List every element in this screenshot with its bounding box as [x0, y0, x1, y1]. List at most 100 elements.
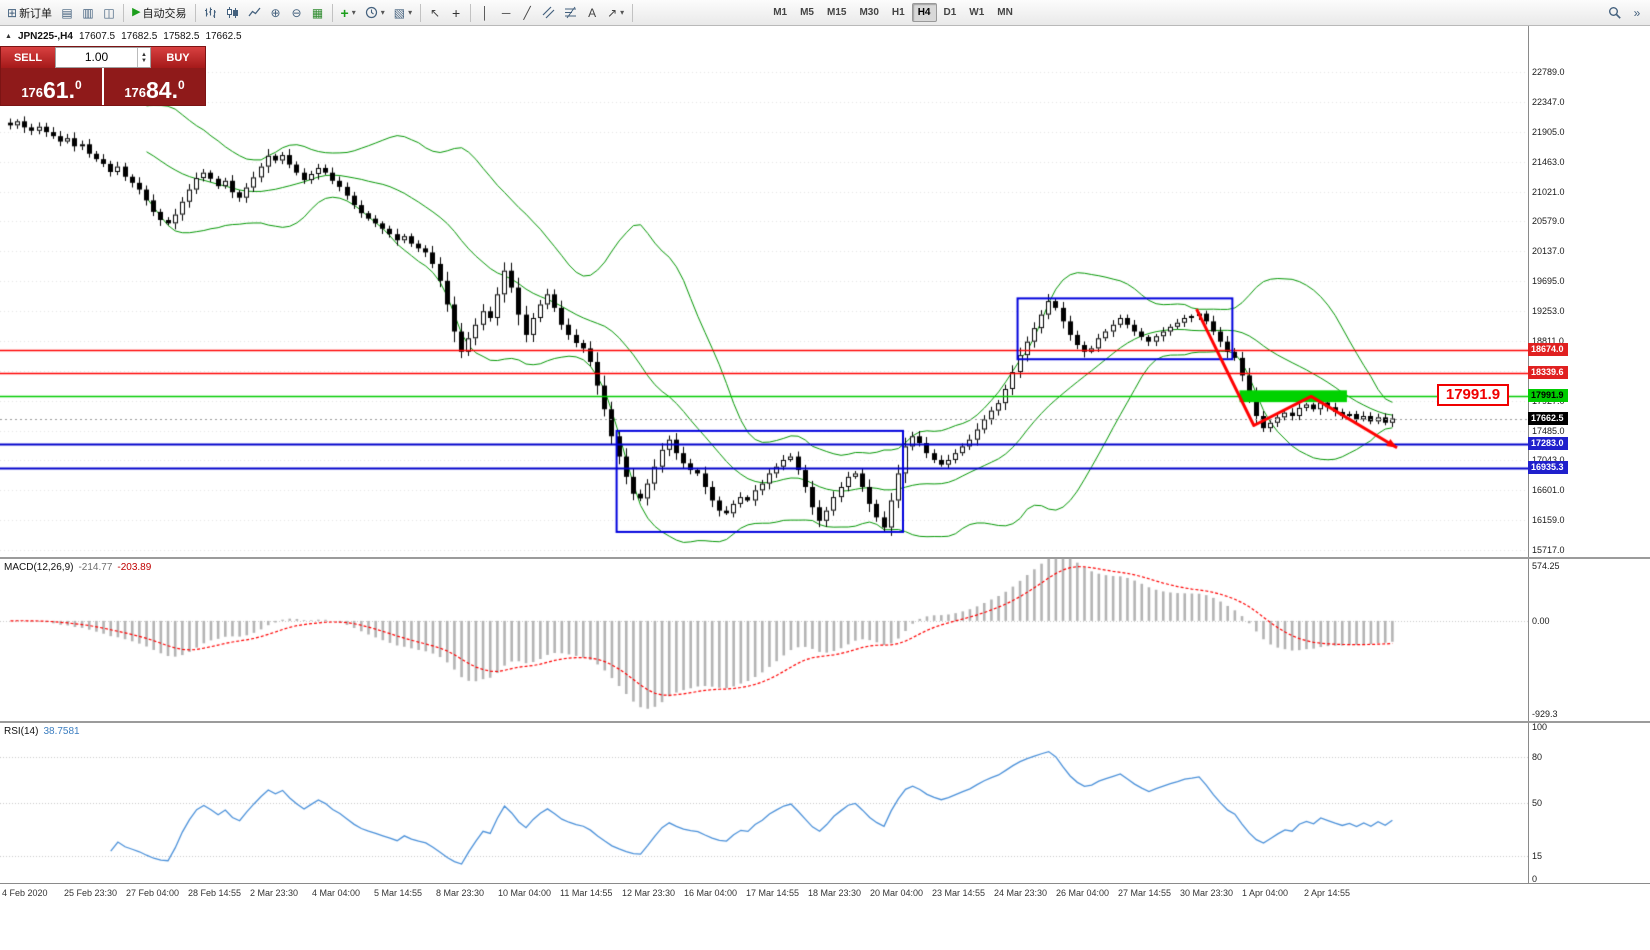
- rsi-panel-canvas[interactable]: [0, 723, 1528, 883]
- autotrade-button[interactable]: ▶ 自动交易: [128, 3, 190, 23]
- trendline-button[interactable]: ╱: [517, 3, 537, 23]
- chevrons-icon: »: [1633, 5, 1641, 20]
- timeframe-h1-button[interactable]: H1: [891, 7, 905, 18]
- price-tick-label: 21905.0: [1532, 126, 1565, 137]
- timeframe-m5-button[interactable]: M5: [800, 7, 814, 18]
- main-toolbar: ⊞ 新订单 ▤ ▥ ◫ ▶ 自动交易 ⊕ ⊖ ▦ + ▾ ▾ ▧ ▾ ↖ + │…: [0, 0, 1650, 26]
- bar-open: 17607.5: [78, 31, 116, 42]
- channel-button[interactable]: [538, 3, 559, 23]
- buy-price-big: 84.: [146, 77, 178, 104]
- cursor-icon: ↖: [430, 5, 441, 20]
- main-chart-canvas[interactable]: [0, 26, 1528, 557]
- macd-indicator-label: MACD(12,26,9) -214.77 -203.89: [4, 562, 151, 573]
- chevron-down-icon: ▾: [620, 8, 625, 17]
- toolbar-separator: [123, 3, 125, 22]
- price-tick-label: 16159.0: [1532, 515, 1565, 526]
- rsi-axis-label: 0: [1532, 874, 1538, 884]
- sell-button[interactable]: SELL: [1, 47, 55, 68]
- time-axis-label: 1 Apr 04:00: [1242, 888, 1289, 898]
- trendline-icon: ╱: [523, 5, 531, 20]
- chart-ohlc-header: ▲ JPN225-,H4 17607.5 17682.5 17582.5 176…: [5, 31, 242, 42]
- timeframe-d1-button[interactable]: D1: [943, 7, 957, 18]
- symbol-marker-icon: ▲: [5, 33, 12, 40]
- vertical-line-button[interactable]: │: [475, 3, 495, 23]
- price-tick-label: 16601.0: [1532, 485, 1565, 496]
- new-order-button[interactable]: ⊞ 新订单: [3, 3, 56, 23]
- toolbar-separator: [632, 3, 634, 22]
- horizontal-line-button[interactable]: ─: [496, 3, 516, 23]
- zoom-in-icon: ⊕: [270, 5, 281, 20]
- line-chart-icon: [248, 7, 261, 17]
- timeframe-m15-button[interactable]: M15: [827, 7, 847, 18]
- new-order-icon: ⊞: [7, 5, 18, 20]
- vertical-line-icon: │: [481, 5, 489, 20]
- panel-separator[interactable]: [0, 721, 1650, 723]
- tile-windows-button[interactable]: ▦: [308, 3, 328, 23]
- toolbar-separator: [194, 3, 196, 22]
- time-axis-label: 18 Mar 23:30: [808, 888, 862, 898]
- timeframe-m1-button[interactable]: M1: [773, 7, 788, 18]
- buy-price-panel[interactable]: 176 84. 0: [104, 68, 205, 105]
- chevron-down-icon: ▾: [351, 8, 356, 17]
- bar-chart-button[interactable]: [200, 3, 221, 23]
- time-axis-label: 8 Mar 23:30: [436, 888, 485, 898]
- market-watch-button[interactable]: ◫: [99, 3, 119, 23]
- periods-button[interactable]: ▾: [361, 3, 389, 23]
- arrows-tool-button[interactable]: ↗ ▾: [603, 3, 628, 23]
- macd-signal-value: -203.89: [117, 562, 152, 573]
- price-tick-label: 17485.0: [1532, 425, 1565, 436]
- volume-input[interactable]: 1.00 ▲ ▼: [55, 47, 151, 68]
- macd-axis-label: 574.25: [1532, 561, 1560, 571]
- buy-price-prefix: 176: [124, 85, 147, 100]
- volume-spinner[interactable]: ▲ ▼: [137, 48, 150, 67]
- toolbar-separator: [331, 3, 333, 22]
- buy-button[interactable]: BUY: [151, 47, 205, 68]
- timeframe-mn-button[interactable]: MN: [997, 7, 1013, 18]
- profiles-button[interactable]: ▥: [78, 3, 98, 23]
- price-tick-label: 19253.0: [1532, 306, 1565, 317]
- chart-window-icon: ▤: [61, 5, 73, 20]
- horizontal-line-icon: ─: [501, 5, 511, 20]
- price-callout-label[interactable]: 17991.9: [1437, 384, 1509, 407]
- time-axis-label: 27 Feb 04:00: [126, 888, 180, 898]
- periods-clock-icon: [365, 6, 377, 19]
- price-tick-label: 17043.0: [1532, 455, 1565, 465]
- time-axis-label: 25 Feb 23:30: [64, 888, 118, 898]
- candlestick-chart-button[interactable]: [222, 3, 243, 23]
- indicators-button[interactable]: + ▾: [337, 3, 360, 23]
- crosshair-button[interactable]: +: [446, 3, 466, 23]
- autotrade-play-icon: ▶: [132, 6, 141, 18]
- templates-button[interactable]: ▧ ▾: [390, 3, 416, 23]
- macd-panel-canvas[interactable]: [0, 559, 1528, 721]
- price-axis-border: [1528, 26, 1529, 884]
- search-button[interactable]: [1604, 3, 1626, 23]
- sell-price-panel[interactable]: 176 61. 0: [1, 68, 102, 105]
- text-tool-button[interactable]: A: [582, 3, 602, 23]
- price-tick-label: 20579.0: [1532, 216, 1565, 227]
- panel-separator[interactable]: [0, 557, 1650, 559]
- toolbar-separator: [420, 3, 422, 22]
- time-axis-label: 28 Feb 14:55: [188, 888, 242, 898]
- timeframe-w1-button[interactable]: W1: [969, 7, 985, 18]
- fibonacci-button[interactable]: [560, 3, 581, 23]
- text-tool-icon: A: [588, 5, 597, 20]
- chart-window-button[interactable]: ▤: [57, 3, 77, 23]
- cursor-button[interactable]: ↖: [425, 3, 445, 23]
- rsi-axis-label: 80: [1532, 752, 1543, 763]
- time-axis-label: 27 Mar 14:55: [1118, 888, 1172, 898]
- time-axis-label: 16 Mar 04:00: [684, 888, 738, 898]
- rsi-axis-label: 50: [1532, 798, 1543, 808]
- price-badge: 18339.6: [1528, 365, 1568, 379]
- arrows-tool-icon: ↗: [607, 5, 618, 20]
- profiles-icon: ▥: [82, 5, 94, 20]
- one-click-trading-widget: SELL 1.00 ▲ ▼ BUY 176 61. 0 176 84. 0: [0, 46, 206, 106]
- toolbar-overflow-button[interactable]: »: [1627, 3, 1647, 23]
- chart-area: ▲ JPN225-,H4 17607.5 17682.5 17582.5 176…: [0, 26, 1650, 950]
- timeframe-m30-button[interactable]: M30: [859, 7, 879, 18]
- zoom-in-button[interactable]: ⊕: [266, 3, 286, 23]
- time-axis-label: 4 Feb 2020: [2, 888, 48, 898]
- zoom-out-button[interactable]: ⊖: [287, 3, 307, 23]
- crosshair-icon: +: [452, 4, 461, 21]
- line-chart-button[interactable]: [244, 3, 265, 23]
- timeframe-h4-button[interactable]: H4: [911, 3, 937, 22]
